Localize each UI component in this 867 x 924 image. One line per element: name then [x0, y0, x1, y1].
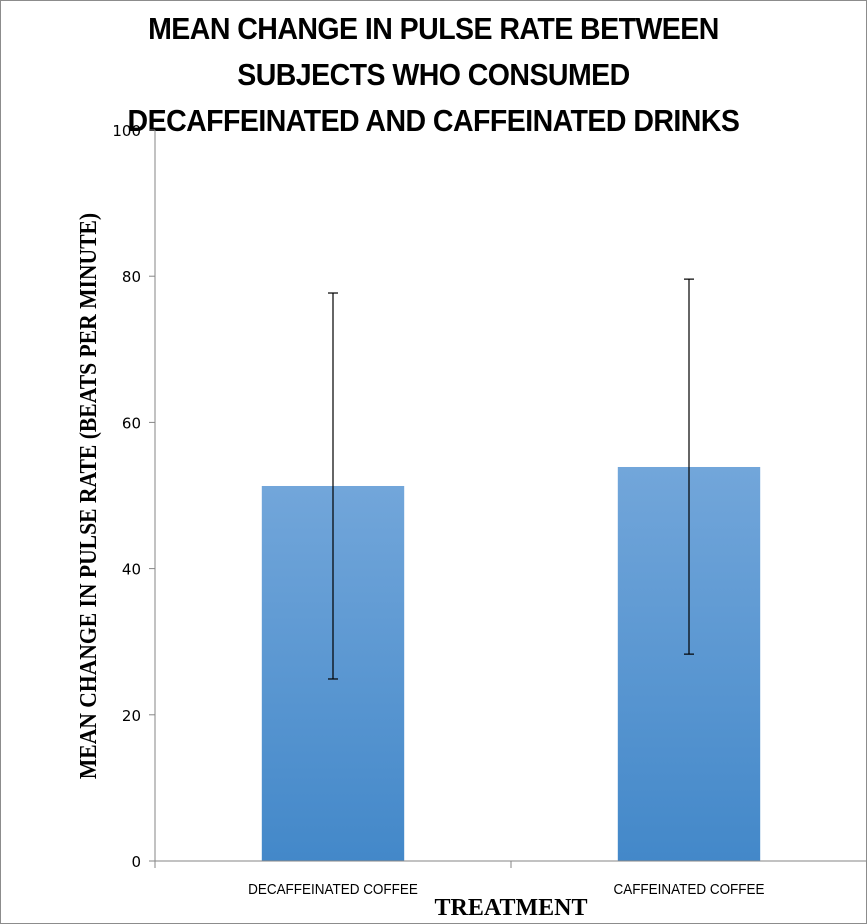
chart-title-line-3: DECAFFEINATED AND CAFFEINATED DRINKS	[127, 103, 740, 138]
chart-title-line-2: SUBJECTS WHO CONSUMED	[237, 57, 630, 92]
x-category-label: DECAFFEINATED COFFEE	[248, 881, 418, 898]
y-tick-label: 20	[122, 707, 141, 725]
y-axis-title: MEAN CHANGE IN PULSE RATE (BEATS PER MIN…	[75, 213, 101, 779]
chart-title-line-1: MEAN CHANGE IN PULSE RATE BETWEEN	[148, 11, 719, 46]
chart-title: MEAN CHANGE IN PULSE RATE BETWEEN SUBJEC…	[35, 6, 833, 144]
x-category-label: CAFFEINATED COFFEE	[613, 881, 764, 898]
x-axis-title: TREATMENT	[435, 895, 588, 921]
y-tick-label: 0	[131, 853, 141, 871]
y-tick-label: 80	[122, 268, 141, 286]
y-tick-label: 100	[112, 122, 141, 140]
y-tick-label: 40	[122, 561, 141, 579]
y-tick-label: 60	[122, 414, 141, 432]
